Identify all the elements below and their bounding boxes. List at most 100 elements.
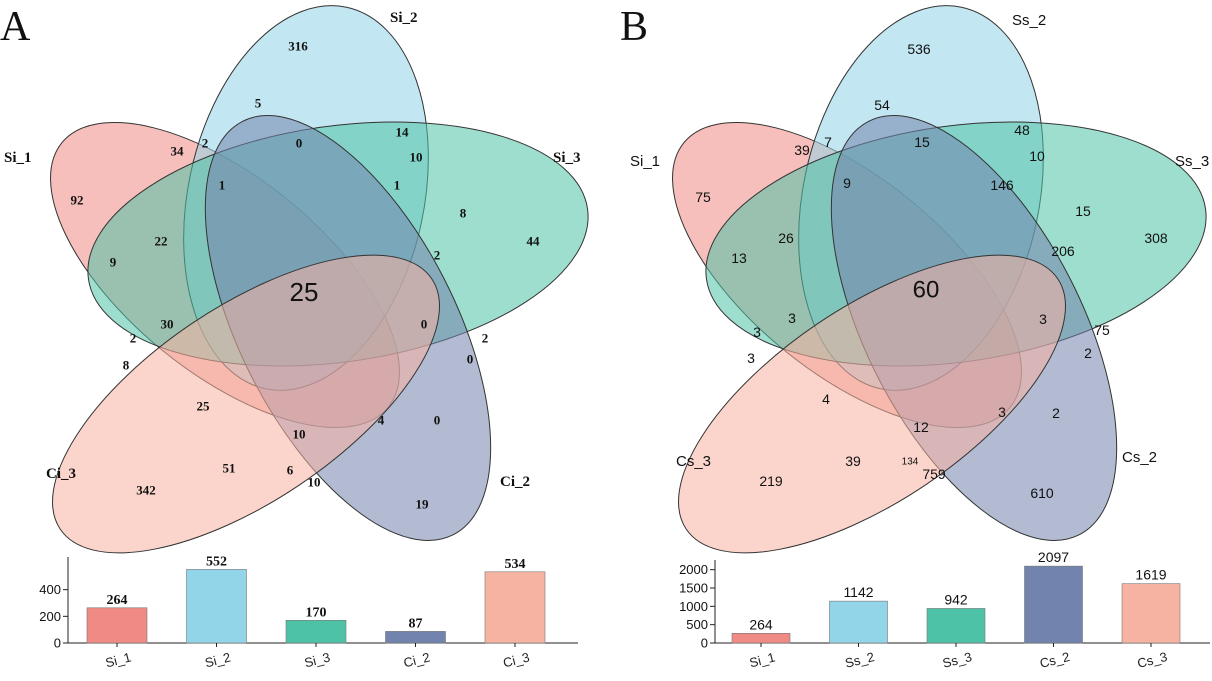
venn-b-region: 15 bbox=[1075, 203, 1091, 219]
bar-chart-b-ytick-label: 500 bbox=[686, 617, 708, 632]
venn-a-region: 9 bbox=[110, 255, 117, 270]
bar-chart-a-value-label: 552 bbox=[206, 554, 227, 569]
venn-b-center-count: 60 bbox=[913, 277, 940, 304]
venn-b-region: 206 bbox=[1051, 243, 1075, 259]
venn-a-region: 51 bbox=[223, 461, 236, 476]
bar-chart-b-bar bbox=[829, 600, 888, 644]
venn-b-region: 13 bbox=[731, 250, 747, 266]
bar-chart-b-value-label: 2097 bbox=[1038, 549, 1069, 565]
venn-b-region: 3 bbox=[753, 324, 761, 340]
venn-b-region: 9 bbox=[843, 175, 851, 191]
bar-chart-b-ytick-label: 0 bbox=[701, 636, 708, 651]
venn-a-ellipse-5 bbox=[52, 254, 440, 554]
venn-b-label-3: Ss_3 bbox=[1175, 153, 1209, 170]
venn-b-region: 3 bbox=[1039, 311, 1047, 327]
venn-b-region: 48 bbox=[1014, 122, 1030, 138]
bar-chart-a-bar bbox=[484, 571, 546, 644]
venn-a-region: 6 bbox=[287, 463, 294, 478]
bar-chart-a-value-label: 534 bbox=[505, 557, 526, 572]
venn-a-region: 8 bbox=[460, 206, 467, 221]
venn-a-label-2: Si_2 bbox=[390, 10, 418, 26]
bar-chart-a-category-label: Ci_2 bbox=[402, 649, 432, 670]
venn-b-region: 2 bbox=[1052, 405, 1060, 421]
bar-chart-a-bar bbox=[186, 569, 247, 644]
bar-chart-a-value-label: 87 bbox=[409, 616, 423, 631]
bar-chart-b-bar bbox=[926, 608, 986, 644]
bar-chart-a-ytick-label: 0 bbox=[54, 636, 61, 651]
venn-a-region: 92 bbox=[71, 193, 84, 208]
venn-a-region: 0 bbox=[467, 352, 474, 367]
venn-b-region: 3 bbox=[747, 350, 755, 366]
venn-b-region: 26 bbox=[778, 230, 794, 246]
panel-a: A Si_1 Si_2 Si_3 Ci_2 Ci_3 25 316 5 0 14… bbox=[0, 4, 589, 670]
venn-a-region: 34 bbox=[171, 144, 185, 159]
venn-a-region: 1 bbox=[394, 178, 401, 193]
venn-a-region: 2 bbox=[130, 331, 137, 346]
venn-b-region-counts: 536 54 15 48 10 146 39 7 9 75 13 26 15 2… bbox=[695, 41, 1168, 501]
venn-b-region: 610 bbox=[1030, 485, 1054, 501]
venn-a-region: 30 bbox=[161, 317, 174, 332]
bar-chart-a-value-label: 264 bbox=[107, 593, 128, 608]
venn-a-center-count: 25 bbox=[290, 277, 319, 307]
venn-a-label-1: Si_1 bbox=[4, 150, 32, 166]
venn-b-region: 15 bbox=[914, 134, 930, 150]
venn-b-region: 75 bbox=[1094, 322, 1110, 338]
venn-b-region: 536 bbox=[907, 41, 931, 57]
venn-a-region: 5 bbox=[255, 96, 262, 111]
venn-a-region: 0 bbox=[296, 136, 303, 151]
venn-b-region: 3 bbox=[998, 404, 1006, 420]
venn-a-region: 8 bbox=[123, 358, 130, 373]
venn-b-label-1: Si_1 bbox=[630, 153, 660, 170]
bar-chart-b: 0 500 1000 1500 2000 264 Si_1 1142 Ss_2 942 Ss_3 20… bbox=[679, 549, 1210, 671]
bar-chart-a: 0 200 400 264 Si_1 552 Si_2 170 Si_3 87 Ci_2 534 Ci_… bbox=[39, 554, 578, 670]
venn-b-region: 54 bbox=[874, 97, 890, 113]
bar-chart-b-value-label: 264 bbox=[749, 616, 773, 632]
bar-chart-a-bar bbox=[385, 631, 446, 644]
bar-chart-a-category-label: Si_1 bbox=[104, 650, 133, 671]
venn-b-region: 39 bbox=[845, 453, 861, 469]
venn-a-region: 2 bbox=[482, 331, 489, 346]
bar-chart-b-value-label: 1619 bbox=[1135, 567, 1166, 583]
venn-b-label-2: Ss_2 bbox=[1012, 12, 1046, 29]
venn-a-region: 0 bbox=[421, 317, 428, 332]
venn-b-region: 2 bbox=[1084, 345, 1092, 361]
venn-b-region: 75 bbox=[695, 189, 711, 205]
venn-b-region: 7 bbox=[824, 134, 832, 150]
bar-chart-a-category-label: Si_2 bbox=[203, 650, 232, 671]
bar-chart-b-category-label: Ss_3 bbox=[941, 649, 973, 671]
venn-b-region: 146 bbox=[990, 177, 1014, 193]
venn-a-region: 342 bbox=[136, 483, 156, 498]
bar-chart-b-category-label: Ss_2 bbox=[844, 649, 876, 671]
bar-chart-a-ytick-label: 400 bbox=[39, 582, 61, 597]
venn-a-region: 14 bbox=[396, 125, 410, 140]
venn-b-ellipse-5 bbox=[678, 254, 1066, 554]
venn-a-region: 0 bbox=[434, 413, 441, 428]
bar-chart-a-value-label: 170 bbox=[306, 605, 327, 620]
bar-chart-b-ytick-label: 1000 bbox=[679, 599, 708, 614]
venn-a-region: 316 bbox=[288, 39, 308, 54]
venn-a-region: 10 bbox=[308, 475, 321, 490]
venn-a bbox=[50, 5, 589, 554]
venn-a-region: 2 bbox=[434, 248, 441, 263]
venn-b-label-5: Cs_3 bbox=[676, 453, 711, 470]
venn-a-region: 19 bbox=[416, 497, 430, 512]
panel-b: B Si_1 Ss_2 Ss_3 Cs_2 Cs_3 60 536 54 15 … bbox=[620, 4, 1210, 671]
bar-chart-b-value-label: 1142 bbox=[843, 584, 873, 600]
venn-a-region: 25 bbox=[197, 399, 211, 414]
bar-chart-b-bar bbox=[1024, 565, 1083, 644]
venn-b-region: 759 bbox=[922, 466, 946, 482]
venn-b-label-4: Cs_2 bbox=[1122, 449, 1157, 466]
venn-b-region: 219 bbox=[759, 473, 783, 489]
venn-b-region: 39 bbox=[794, 142, 810, 158]
venn-a-region: 44 bbox=[527, 234, 541, 249]
bar-chart-b-ytick-label: 1500 bbox=[679, 581, 708, 596]
bar-chart-b-ytick-label: 2000 bbox=[679, 562, 708, 577]
venn-b-region: 12 bbox=[913, 419, 929, 435]
venn-a-region: 10 bbox=[410, 150, 423, 165]
venn-a-region-counts: 316 5 0 14 10 1 1 34 2 92 22 9 8 2 44 2 … bbox=[71, 39, 541, 512]
bar-chart-a-bar bbox=[285, 620, 347, 644]
venn-a-region: 1 bbox=[219, 178, 226, 193]
bar-chart-b-category-label: Cs_3 bbox=[1136, 649, 1169, 671]
bar-chart-b-category-label: Si_1 bbox=[748, 650, 777, 671]
